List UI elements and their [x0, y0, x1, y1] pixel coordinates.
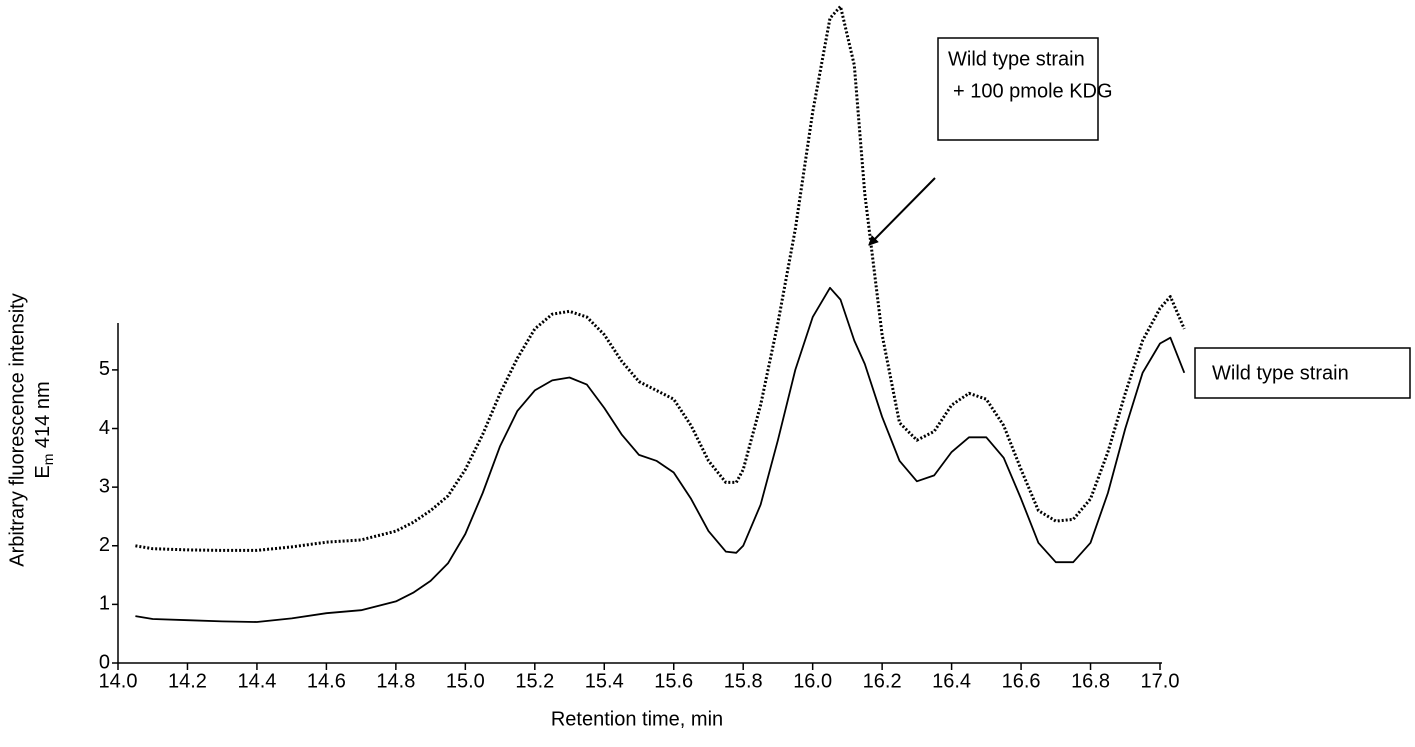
- annotation: Wild type strain: [948, 48, 1085, 70]
- y-tick-label: 5: [99, 358, 110, 380]
- y-tick-label: 4: [99, 417, 110, 439]
- series-line: [135, 4, 1186, 552]
- x-tick-label: 15.6: [654, 670, 693, 692]
- y-label-part: 414 nm: [32, 381, 54, 453]
- annotation: + 100 pmole KDG: [953, 80, 1113, 102]
- x-tick-label: 16.0: [793, 670, 832, 692]
- x-tick-label: 15.4: [585, 670, 624, 692]
- series-line: [135, 286, 1186, 623]
- x-tick-label: 14.4: [237, 670, 276, 692]
- x-tick-label: 14.6: [307, 670, 346, 692]
- x-tick-label: 16.8: [1071, 670, 1110, 692]
- x-axis-label: Retention time, min: [551, 708, 723, 730]
- y-tick-label: 2: [99, 534, 110, 556]
- y-axis-label-unit: Em 414 nm: [32, 381, 55, 478]
- x-tick-label: 17.0: [1141, 670, 1180, 692]
- y-axis-label: Arbitrary fluorescence intensity: [6, 293, 28, 566]
- y-tick-label: 0: [99, 651, 110, 673]
- x-tick-label: 15.0: [446, 670, 485, 692]
- x-tick-label: 15.8: [724, 670, 763, 692]
- x-tick-label: 16.2: [863, 670, 902, 692]
- annotation-box: [937, 37, 1099, 141]
- x-tick-label: 14.2: [168, 670, 207, 692]
- annotation-arrow: [868, 177, 936, 246]
- x-tick-label: 14.8: [376, 670, 415, 692]
- y-label-part: E: [32, 465, 54, 478]
- x-tick-label: 15.2: [515, 670, 554, 692]
- x-tick-label: 16.6: [1002, 670, 1041, 692]
- y-tick-label: 1: [99, 593, 110, 615]
- x-tick-label: 16.4: [932, 670, 971, 692]
- y-label-sub: m: [40, 454, 56, 466]
- y-tick-label: 3: [99, 475, 110, 497]
- annotation: Wild type strain: [1212, 362, 1349, 384]
- x-tick-label: 14.0: [99, 670, 138, 692]
- annotation-box: [1194, 347, 1411, 399]
